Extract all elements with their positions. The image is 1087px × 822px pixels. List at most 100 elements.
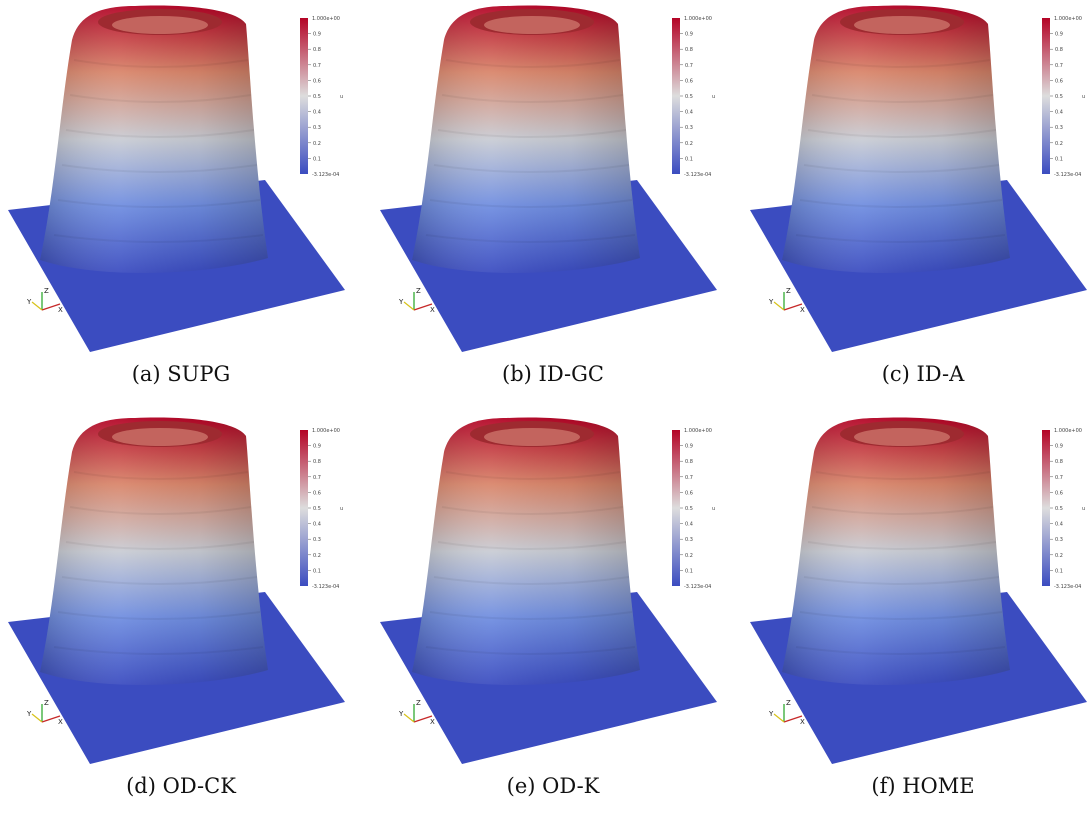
colorbar-tick-label: 0.4 — [685, 522, 693, 528]
colorbar-tick-label: 0.6 — [1055, 490, 1063, 496]
colorbar-tick-label: 0.6 — [313, 490, 321, 496]
panel-d: 1.000e+00 -3.123e-04 0.9 0.8 0.7 0.6 0.5 0.4 0.3… — [0, 412, 362, 822]
svg-text:Z: Z — [44, 699, 49, 707]
colorbar-tick-label: 0.4 — [313, 110, 321, 116]
colorbar-variable-label: u — [1082, 94, 1085, 100]
surface-plot-c: 1.000e+00 -3.123e-04 0.9 0.8 0.7 0.6 0.5 0.4 0.3… — [750, 5, 1087, 352]
colorbar-tick-label: 0.9 — [1055, 32, 1063, 38]
colorbar-tick-label: 0.9 — [313, 32, 321, 38]
svg-text:Y: Y — [768, 298, 774, 306]
colorbar-tick-label: 0.6 — [685, 78, 693, 84]
colorbar-tick-label: 0.6 — [685, 490, 693, 496]
colorbar-tick-label: 0.7 — [685, 63, 693, 69]
colorbar-tick-label: 0.7 — [685, 475, 693, 481]
colorbar-tick-label: 0.9 — [685, 32, 693, 38]
colorbar-tick-label: 0.9 — [685, 444, 693, 450]
svg-text:Z: Z — [44, 287, 49, 295]
colorbar-tick-label: 0.3 — [1055, 537, 1063, 543]
svg-text:Z: Z — [416, 699, 421, 707]
svg-text:X: X — [58, 306, 63, 314]
colorbar-max-label: 1.000e+00 — [1054, 428, 1082, 434]
colorbar-variable-label: u — [712, 94, 715, 100]
colorbar-tick-label: 0.3 — [1055, 125, 1063, 131]
colorbar-tick-label: 0.3 — [685, 537, 693, 543]
colorbar-tick-label: 0.6 — [313, 78, 321, 84]
colorbar-tick-label: 0.3 — [313, 125, 321, 131]
colorbar-max-label: 1.000e+00 — [312, 16, 340, 22]
surface-plot-b: 1.000e+00 -3.123e-04 0.9 0.8 0.7 0.6 0.5 0.4 0.3… — [380, 5, 717, 352]
colorbar-tick-label: 0.7 — [313, 475, 321, 481]
colorbar-min-label: -3.123e-04 — [684, 584, 711, 590]
colorbar-tick-label: 0.5 — [313, 94, 321, 100]
colorbar: 1.000e+00 -3.123e-04 0.9 0.8 0.7 0.6 0.5 0.4 0.3… — [1042, 16, 1085, 178]
colorbar-tick-label: 0.8 — [1055, 47, 1063, 53]
colorbar-max-label: 1.000e+00 — [684, 428, 712, 434]
colorbar-tick-label: 0.7 — [1055, 63, 1063, 69]
colorbar-tick-label: 0.8 — [685, 459, 693, 465]
svg-text:X: X — [800, 718, 805, 726]
colorbar-min-label: -3.123e-04 — [1054, 584, 1081, 590]
colorbar-min-label: -3.123e-04 — [312, 584, 339, 590]
colorbar-tick-label: 0.2 — [1055, 141, 1063, 147]
svg-text:Y: Y — [398, 710, 404, 718]
caption-a: (a) SUPG — [131, 362, 231, 386]
colorbar-tick-label: 0.2 — [1055, 553, 1063, 559]
colorbar-tick-label: 0.5 — [1055, 94, 1063, 100]
colorbar-tick-label: 0.4 — [313, 522, 321, 528]
colorbar: 1.000e+00 -3.123e-04 0.9 0.8 0.7 0.6 0.5 0.4 0.3… — [672, 16, 715, 178]
colorbar-tick-label: 0.5 — [685, 94, 693, 100]
colorbar-tick-label: 0.1 — [313, 156, 321, 162]
svg-text:X: X — [800, 306, 805, 314]
panel-e: 1.000e+00 -3.123e-04 0.9 0.8 0.7 0.6 0.5 0.4 0.3… — [372, 412, 734, 822]
colorbar: 1.000e+00 -3.123e-04 0.9 0.8 0.7 0.6 0.5 0.4 0.3… — [1042, 428, 1085, 590]
colorbar: 1.000e+00 -3.123e-04 0.9 0.8 0.7 0.6 0.5 0.4 0.3… — [300, 428, 343, 590]
colorbar-tick-label: 0.1 — [685, 568, 693, 574]
svg-text:Z: Z — [416, 287, 421, 295]
colorbar-tick-label: 0.1 — [1055, 568, 1063, 574]
caption-e: (e) OD-K — [506, 774, 600, 798]
colorbar-tick-label: 0.8 — [313, 459, 321, 465]
axes-orientation-icon: Z X Y — [768, 699, 805, 726]
colorbar-tick-label: 0.5 — [685, 506, 693, 512]
colorbar-max-label: 1.000e+00 — [1054, 16, 1082, 22]
surface-plot-d: 1.000e+00 -3.123e-04 0.9 0.8 0.7 0.6 0.5 0.4 0.3… — [8, 417, 345, 764]
colorbar-tick-label: 0.3 — [685, 125, 693, 131]
caption-f: (f) HOME — [871, 774, 975, 798]
colorbar-variable-label: u — [340, 94, 343, 100]
colorbar-tick-label: 0.3 — [313, 537, 321, 543]
colorbar-tick-label: 0.2 — [685, 141, 693, 147]
svg-text:X: X — [58, 718, 63, 726]
axes-orientation-icon: Z X Y — [398, 699, 435, 726]
colorbar-tick-label: 0.5 — [313, 506, 321, 512]
colorbar-tick-label: 0.2 — [313, 553, 321, 559]
caption-c: (c) ID-A — [881, 362, 965, 386]
colorbar-tick-label: 0.9 — [1055, 444, 1063, 450]
colorbar-max-label: 1.000e+00 — [312, 428, 340, 434]
colorbar-tick-label: 0.1 — [313, 568, 321, 574]
panel-a: 1.000e+00 -3.123e-04 0.9 0.8 0.7 0.6 0.5 0.4 0.3… — [0, 0, 362, 410]
colorbar-max-label: 1.000e+00 — [684, 16, 712, 22]
colorbar-tick-label: 0.8 — [1055, 459, 1063, 465]
colorbar-min-label: -3.123e-04 — [312, 172, 339, 178]
colorbar-tick-label: 0.8 — [313, 47, 321, 53]
svg-text:Z: Z — [786, 699, 791, 707]
colorbar-tick-label: 0.4 — [1055, 522, 1063, 528]
surface-plot-f: 1.000e+00 -3.123e-04 0.9 0.8 0.7 0.6 0.5 0.4 0.3… — [750, 417, 1087, 764]
colorbar-tick-label: 0.1 — [1055, 156, 1063, 162]
axes-orientation-icon: Z X Y — [398, 287, 435, 314]
colorbar: 1.000e+00 -3.123e-04 0.9 0.8 0.7 0.6 0.5 0.4 0.3… — [672, 428, 715, 590]
colorbar-tick-label: 0.1 — [685, 156, 693, 162]
surface-plot-a: 1.000e+00 -3.123e-04 0.9 0.8 0.7 0.6 0.5 0.4 0.3… — [8, 5, 345, 352]
axes-orientation-icon: Z X Y — [768, 287, 805, 314]
colorbar: 1.000e+00 -3.123e-04 0.9 0.8 0.7 0.6 0.5 0.4 0.3… — [300, 16, 343, 178]
surface-plot-e: 1.000e+00 -3.123e-04 0.9 0.8 0.7 0.6 0.5 0.4 0.3… — [380, 417, 717, 764]
svg-text:Y: Y — [768, 710, 774, 718]
colorbar-tick-label: 0.6 — [1055, 78, 1063, 84]
svg-text:Z: Z — [786, 287, 791, 295]
axes-orientation-icon: Z X Y — [26, 699, 63, 726]
colorbar-tick-label: 0.7 — [313, 63, 321, 69]
colorbar-tick-label: 0.9 — [313, 444, 321, 450]
colorbar-tick-label: 0.8 — [685, 47, 693, 53]
colorbar-variable-label: u — [340, 506, 343, 512]
colorbar-tick-label: 0.2 — [685, 553, 693, 559]
